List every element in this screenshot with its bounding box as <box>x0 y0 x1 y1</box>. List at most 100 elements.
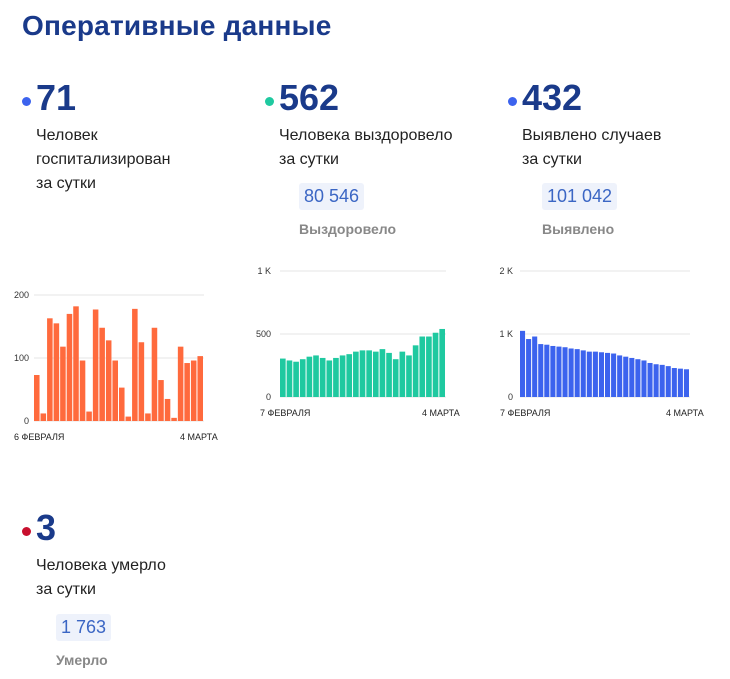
x-end-label: 4 МАРТА <box>666 408 704 418</box>
chart-bar <box>92 309 99 421</box>
hospitalized-desc-line: Человек <box>36 127 98 144</box>
chart-bar <box>683 369 689 397</box>
chart-bar <box>339 355 346 397</box>
chart-bar <box>326 360 333 397</box>
recovered-desc-line: за сутки <box>279 151 339 168</box>
chart-bar <box>605 352 611 397</box>
chart-bar <box>550 345 556 397</box>
chart-bar <box>532 336 538 397</box>
chart-bar <box>366 350 372 397</box>
chart-bar <box>280 358 286 397</box>
chart-bar <box>190 360 197 421</box>
recovered-chart: 0 500 1 K 7 ФЕВРАЛЯ 4 МАРТА <box>256 266 460 418</box>
hospitalized-desc-line: госпитализирован <box>36 151 171 168</box>
chart-bar <box>346 354 353 397</box>
died-dot-icon <box>22 526 31 536</box>
chart-bar <box>99 327 105 421</box>
chart-bar <box>164 398 171 421</box>
chart-bar <box>556 346 562 397</box>
chart-bar <box>568 348 574 397</box>
y-tick-label: 1 K <box>257 266 271 276</box>
x-end-label: 4 МАРТА <box>422 408 460 418</box>
x-start-label: 7 ФЕВРАЛЯ <box>260 408 310 418</box>
chart-bar <box>653 364 659 397</box>
chart-bar <box>151 327 158 421</box>
chart-bar <box>171 417 177 421</box>
stat-died: 3 Человека умерло за сутки <box>22 510 166 602</box>
chart-bar <box>158 380 164 421</box>
died-desc-line: за сутки <box>36 581 96 598</box>
chart-bar <box>184 363 190 421</box>
x-start-label: 6 ФЕВРАЛЯ <box>14 432 64 442</box>
chart-bar <box>647 362 653 397</box>
chart-bar <box>119 387 125 421</box>
stat-recovered: 562 Человека выздоровело за сутки <box>265 80 452 172</box>
y-tick-label: 0 <box>508 392 513 402</box>
y-tick-label: 500 <box>256 329 271 339</box>
chart-bar <box>635 359 641 397</box>
y-tick-label: 2 K <box>499 266 513 276</box>
chart-bar <box>544 344 550 397</box>
chart-bar <box>73 306 79 421</box>
chart-bar <box>617 355 623 397</box>
chart-bar <box>665 366 671 397</box>
chart-bar <box>641 360 647 397</box>
chart-bar <box>629 357 635 397</box>
chart-bar <box>580 350 586 397</box>
chart-bar <box>406 355 412 397</box>
chart-bar <box>592 351 598 397</box>
hospitalized-desc-line: за сутки <box>36 175 96 192</box>
died-desc-line: Человека умерло <box>36 557 166 574</box>
chart-bar <box>286 360 293 397</box>
died-total: 1 763 <box>56 614 112 641</box>
chart-bar <box>439 328 445 397</box>
chart-bar <box>34 375 40 421</box>
chart-bar <box>313 355 319 397</box>
detected-dot-icon <box>508 96 517 106</box>
chart-bar <box>419 336 426 397</box>
chart-bar <box>293 361 299 397</box>
chart-bar <box>432 332 439 397</box>
chart-bar <box>372 351 379 397</box>
chart-bar <box>526 339 532 397</box>
chart-bar <box>520 330 526 397</box>
page-title: Оперативные данные <box>22 10 332 41</box>
chart-bar <box>611 353 617 397</box>
chart-bar <box>132 308 138 421</box>
x-end-label: 4 МАРТА <box>180 432 218 442</box>
detected-number: 432 <box>522 77 583 118</box>
chart-bar <box>40 413 47 421</box>
chart-bar <box>138 342 145 421</box>
chart-bar <box>53 323 60 421</box>
chart-bar <box>86 411 92 421</box>
y-tick-label: 100 <box>14 353 29 363</box>
chart-bar <box>353 351 359 397</box>
chart-bar <box>623 356 629 397</box>
recovered-number: 562 <box>279 77 340 118</box>
chart-bar <box>197 356 203 421</box>
chart-bar <box>426 336 432 397</box>
recovered-description: Человека выздоровело за сутки <box>279 124 452 172</box>
y-tick-label: 200 <box>14 290 29 300</box>
recovered-total: 80 546 <box>299 183 365 210</box>
chart-bar <box>386 352 392 397</box>
chart-bar <box>306 356 313 397</box>
chart-bar <box>562 347 568 397</box>
hospitalized-description: Человек госпитализирован за сутки <box>36 124 170 196</box>
chart-bar <box>392 359 399 397</box>
y-tick-label: 1 K <box>499 329 513 339</box>
chart-bar <box>659 364 665 397</box>
detected-total: 101 042 <box>542 183 618 210</box>
stat-detected: 432 Выявлено случаев за сутки <box>508 80 661 172</box>
recovered-desc-line: Человека выздоровело <box>279 127 453 144</box>
chart-bar <box>574 349 580 397</box>
detected-desc-line: Выявлено случаев <box>522 127 662 144</box>
chart-bar <box>319 357 326 397</box>
chart-bar <box>47 318 53 421</box>
recovered-dot-icon <box>265 96 274 106</box>
chart-bar <box>399 351 406 397</box>
chart-bar <box>125 416 132 421</box>
died-total-label: Умерло <box>56 652 108 668</box>
chart-bar <box>379 349 386 397</box>
chart-bar <box>60 346 66 421</box>
